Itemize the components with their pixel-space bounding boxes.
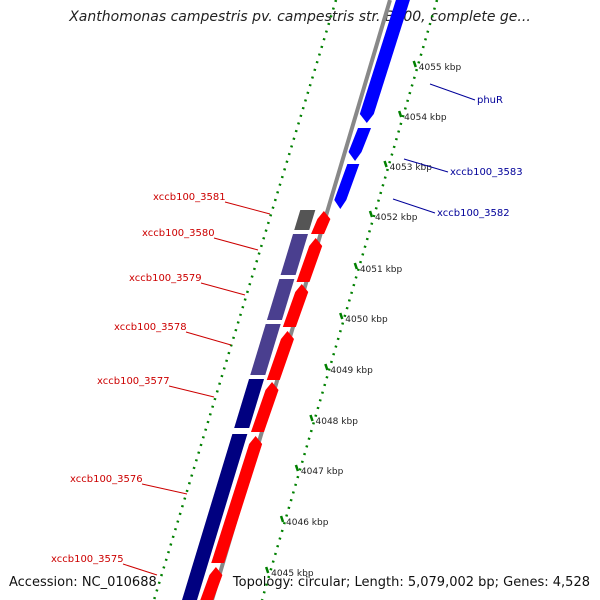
tick-label: 4045 kbp xyxy=(271,569,314,579)
left-gene-label[interactable]: xccb100_3576 xyxy=(70,474,143,485)
left-gene-label[interactable]: xccb100_3579 xyxy=(129,273,202,284)
accession-text: Accession: NC_010688 xyxy=(9,575,157,590)
gc-block xyxy=(250,324,281,375)
left-leader-line xyxy=(141,483,188,495)
right-leader-line xyxy=(403,158,449,173)
left-gene-label[interactable]: xccb100_3575 xyxy=(51,554,124,565)
right-gene-label[interactable]: xccb100_3583 xyxy=(450,167,523,178)
reverse-gene-block[interactable] xyxy=(198,567,223,600)
tick-label: 4055 kbp xyxy=(419,63,462,73)
left-gene-label[interactable]: xccb100_3581 xyxy=(153,192,226,203)
inner-dotted-line xyxy=(152,0,338,600)
forward-gene-block[interactable] xyxy=(359,0,412,123)
reverse-gene-block[interactable] xyxy=(211,436,263,563)
left-leader-line xyxy=(185,331,232,346)
gc-block xyxy=(266,279,295,320)
left-gene-label[interactable]: xccb100_3578 xyxy=(114,322,187,333)
left-gene-label[interactable]: xccb100_3577 xyxy=(97,376,170,387)
tick-label: 4052 kbp xyxy=(375,213,418,223)
forward-gene-block[interactable] xyxy=(334,164,360,209)
scale-tick xyxy=(368,210,374,218)
scale-tick xyxy=(324,363,329,371)
left-leader-line xyxy=(122,563,158,576)
tick-label: 4051 kbp xyxy=(360,265,403,275)
reverse-gene-block[interactable] xyxy=(311,211,331,234)
scale-tick xyxy=(383,160,388,168)
reverse-gene-block[interactable] xyxy=(266,331,294,380)
tick-label: 4046 kbp xyxy=(286,518,329,528)
reverse-gene-block[interactable] xyxy=(282,284,309,327)
tick-label: 4054 kbp xyxy=(404,113,447,123)
scale-tick xyxy=(279,515,285,523)
left-leader-line xyxy=(168,385,215,398)
right-leader-line xyxy=(429,83,476,101)
outer-dotted-line xyxy=(260,0,439,600)
scale-tick xyxy=(397,110,403,118)
scale-tick xyxy=(294,464,300,472)
forward-gene-block[interactable] xyxy=(348,128,372,161)
right-leader-line xyxy=(392,198,436,214)
left-gene-label[interactable]: xccb100_3580 xyxy=(142,228,215,239)
gc-block xyxy=(234,379,265,428)
left-leader-line xyxy=(224,201,271,215)
tick-label: 4053 kbp xyxy=(390,163,433,173)
scale-tick xyxy=(339,312,344,320)
left-leader-line xyxy=(200,282,246,296)
gc-block xyxy=(182,434,248,600)
left-leader-line xyxy=(213,237,259,251)
gc-block xyxy=(280,234,309,275)
right-gene-label[interactable]: phuR xyxy=(477,95,503,106)
reverse-gene-block[interactable] xyxy=(296,238,323,282)
map-title: Xanthomonas campestris pv. campestris st… xyxy=(69,9,531,25)
right-gene-label[interactable]: xccb100_3582 xyxy=(437,208,510,219)
scale-tick xyxy=(264,566,270,574)
topology-text: Topology: circular; Length: 5,079,002 bp… xyxy=(232,575,590,590)
gc-block xyxy=(294,210,316,230)
tick-label: 4047 kbp xyxy=(301,467,344,477)
scale-tick xyxy=(412,60,417,68)
tick-label: 4048 kbp xyxy=(316,417,359,427)
tick-label: 4049 kbp xyxy=(330,366,373,376)
scale-tick xyxy=(309,414,314,422)
scale-tick xyxy=(353,262,359,270)
reverse-gene-block[interactable] xyxy=(250,382,279,432)
tick-label: 4050 kbp xyxy=(345,315,388,325)
